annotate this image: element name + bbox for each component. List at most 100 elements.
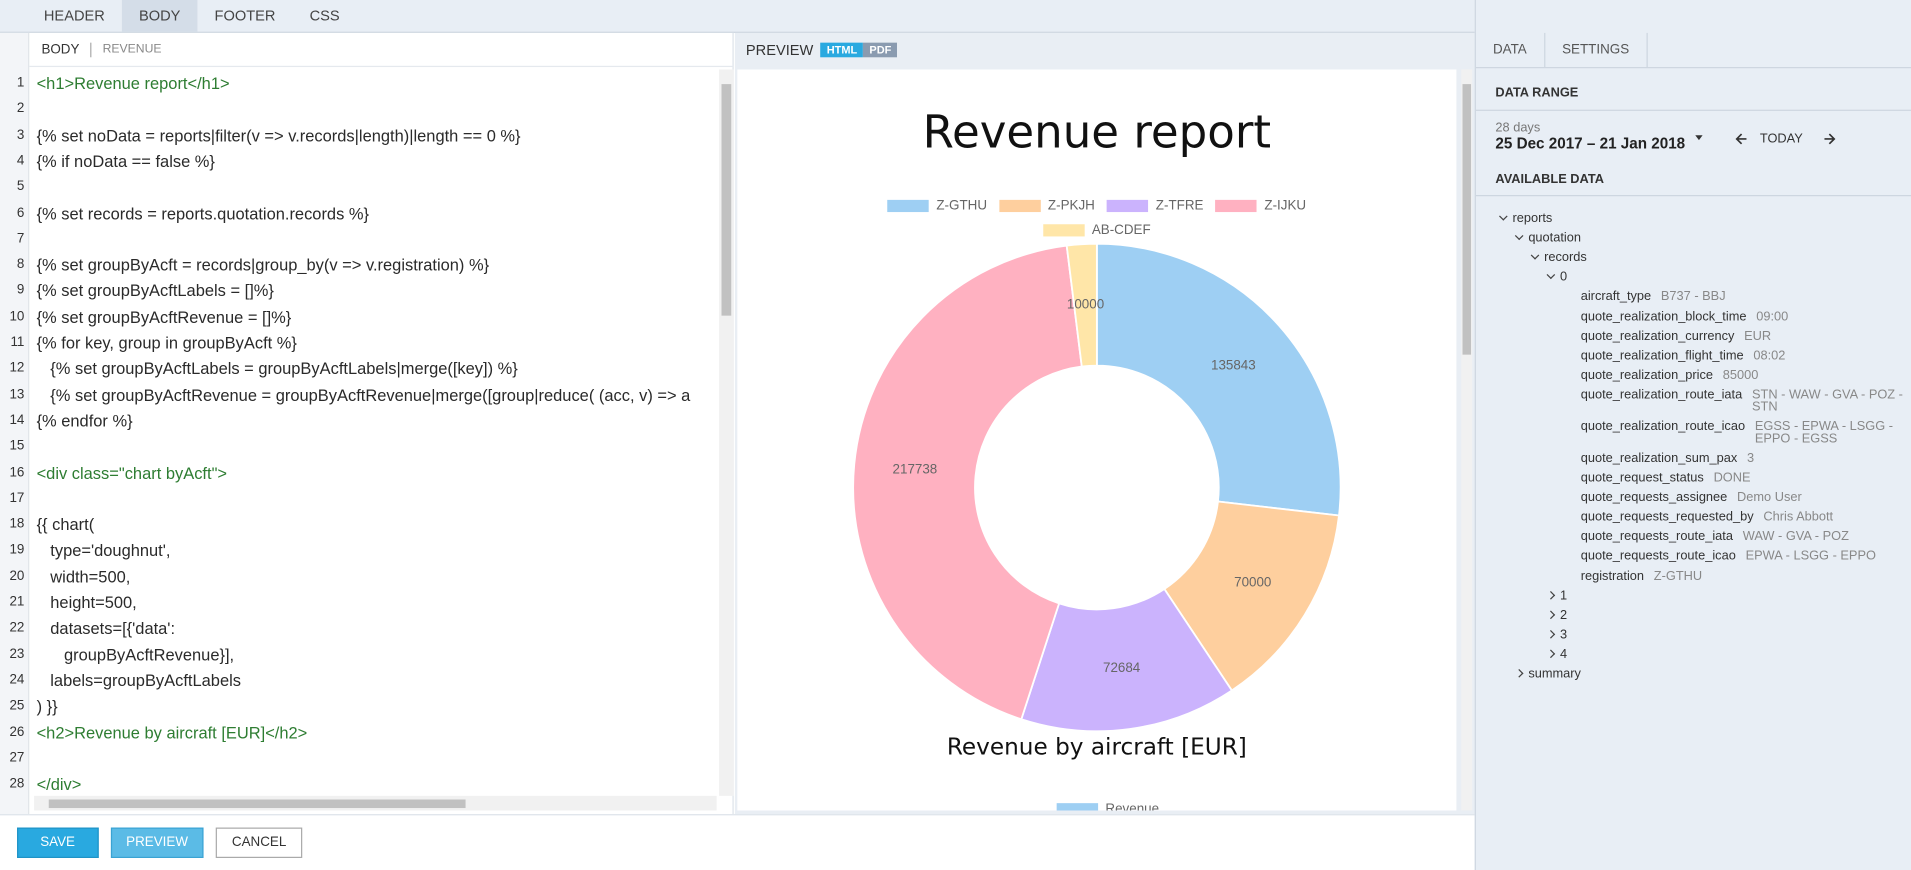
code-text: {% set noData = reports|filter(v => v.re…: [36, 126, 521, 145]
top-tab[interactable]: BODY: [121, 0, 198, 32]
code-text: <h2>Revenue by aircraft [EUR]</h2>: [36, 723, 308, 742]
panel-tab[interactable]: DATA: [1476, 32, 1546, 68]
field-key: quote_requests_requested_by: [1580, 509, 1754, 525]
tree-node[interactable]: 4: [1546, 645, 1567, 665]
tree-field[interactable]: quote_requests_assignee Demo User: [1581, 488, 1802, 508]
line-number: 15: [9, 438, 25, 454]
code-line: 15: [0, 434, 717, 460]
legend-swatch: [1056, 803, 1099, 811]
field-key: quote_requests_assignee: [1580, 490, 1728, 505]
code[interactable]: 1 <h1>Revenue report</h1> 2 3 {% set noData …: [0, 71, 717, 795]
tree-node[interactable]: 3: [1546, 625, 1567, 645]
tree-field[interactable]: quote_request_status DONE: [1581, 468, 1751, 488]
tree-field[interactable]: quote_realization_route_iata STN - WAW - …: [1580, 385, 1908, 413]
tree-field[interactable]: quote_realization_sum_pax 3: [1581, 448, 1754, 468]
node-label: 0: [1560, 269, 1568, 285]
scroll-thumb[interactable]: [48, 799, 466, 809]
legend-item[interactable]: Z-GTHU: [887, 194, 987, 218]
tree-node[interactable]: 0: [1546, 267, 1568, 287]
today-button[interactable]: TODAY: [1759, 131, 1803, 147]
chevron: [1546, 270, 1556, 280]
slice-label: 10000: [1067, 297, 1104, 312]
legend-label: Z-GTHU: [936, 198, 987, 214]
preview-button[interactable]: PREVIEW: [110, 827, 204, 858]
line-number: 11: [10, 335, 25, 350]
tree-field[interactable]: quote_realization_route_icao EGSS - EPWA …: [1581, 417, 1911, 445]
legend-item[interactable]: AB-CDEF: [1043, 218, 1151, 242]
line-number: 14: [9, 413, 25, 428]
chevron: [1514, 669, 1524, 678]
chevron: [1546, 590, 1556, 600]
tree-node[interactable]: summary: [1514, 664, 1581, 684]
code-line: 23 groupByAcftRevenue}],: [0, 642, 717, 668]
code-line: 24 labels=groupByAcftLabels: [0, 668, 717, 694]
tree-node[interactable]: 1: [1546, 586, 1567, 606]
top-tab[interactable]: CSS: [309, 7, 340, 25]
top-tab[interactable]: FOOTER: [214, 7, 276, 25]
field-value: Chris Abbott: [1763, 509, 1834, 525]
badge[interactable]: HTML: [820, 42, 864, 58]
line-number: 16: [9, 464, 25, 480]
code-text: {% set groupByAcft = records|group_by(v …: [36, 256, 490, 275]
editor-tab[interactable]: BODY: [41, 42, 92, 57]
tree-field[interactable]: quote_requests_route_iata WAW - GVA - POZ: [1581, 527, 1849, 547]
line-number: 2: [16, 101, 25, 117]
legend-swatch: [1107, 199, 1149, 213]
field-key: quote_request_status: [1580, 470, 1704, 486]
dropdown-icon[interactable]: [1695, 135, 1703, 141]
legend-item[interactable]: Z-PKJH: [999, 194, 1095, 218]
code-line: 12 {% set groupByAcftLabels = groupByAcf…: [0, 356, 717, 382]
legend-label: AB-CDEF: [1091, 223, 1151, 238]
line-number: 12: [9, 361, 25, 376]
code-line: 28 </div>: [0, 772, 717, 795]
button-bar: SAVE PREVIEW CANCEL: [0, 814, 1475, 870]
scrollbar[interactable]: [1461, 69, 1473, 811]
next-arrow[interactable]: [1824, 133, 1836, 145]
line-number: 26: [9, 724, 25, 740]
tree-field[interactable]: quote_requests_requested_by Chris Abbott: [1581, 507, 1833, 527]
code-text: width=500,: [36, 567, 131, 586]
scroll-thumb[interactable]: [721, 84, 732, 316]
slice: [1163, 500, 1341, 692]
tree-field[interactable]: quote_requests_route_icao EPWA - LSGG - E…: [1581, 546, 1876, 566]
panel-tab[interactable]: SETTINGS: [1545, 32, 1648, 68]
field-key: quote_realization_route_iata: [1580, 387, 1743, 403]
editor-tabs: BODY REVENUE: [29, 33, 734, 68]
gutter: [0, 32, 30, 815]
line-number: 28: [9, 776, 25, 792]
legend-item[interactable]: Z-IJKU: [1215, 194, 1306, 218]
prev-arrow[interactable]: [1735, 133, 1747, 145]
tree-field[interactable]: aircraft_type B737 - BBJ: [1581, 287, 1726, 307]
tree-field[interactable]: registration Z-GTHU: [1581, 566, 1702, 586]
line-number: 4: [16, 153, 25, 169]
field-value: EUR: [1744, 328, 1772, 344]
editor-tab[interactable]: REVENUE: [102, 42, 162, 57]
code-line: 20 width=500,: [0, 564, 717, 590]
code-line: 9 {% set groupByAcftLabels = []%}: [0, 278, 717, 304]
preview: PREVIEW HTML PDF Revenue report Z-GTHU Z-…: [734, 32, 1475, 815]
top-tab[interactable]: HEADER: [43, 7, 105, 25]
save-button[interactable]: SAVE: [17, 827, 99, 858]
tree-node[interactable]: reports: [1499, 208, 1552, 228]
code-text: {% set records = reports.quotation.recor…: [36, 204, 370, 223]
line-number: 3: [16, 127, 25, 143]
chevron: [1514, 231, 1524, 241]
cancel-button[interactable]: CANCEL: [216, 827, 303, 858]
code-text: {% set groupByAcftLabels = groupByAcftLa…: [36, 359, 518, 379]
tree-node[interactable]: quotation: [1514, 228, 1581, 248]
slice-label: 135843: [1211, 357, 1256, 372]
preview-head: PREVIEW HTML PDF: [746, 41, 898, 59]
legend-item[interactable]: Z-TFRE: [1107, 194, 1203, 218]
badge[interactable]: PDF: [863, 42, 898, 58]
tree-field[interactable]: quote_realization_block_time 09:00: [1581, 307, 1789, 327]
field-key: quote_realization_block_time: [1580, 308, 1747, 324]
tree-field[interactable]: quote_realization_flight_time 08:02: [1581, 346, 1786, 366]
scroll-thumb[interactable]: [1462, 84, 1472, 355]
tree-field[interactable]: quote_realization_price 85000: [1581, 365, 1759, 385]
tree-node[interactable]: records: [1530, 248, 1587, 268]
tree-field[interactable]: quote_realization_currency EUR: [1581, 326, 1771, 346]
field-key: quote_realization_price: [1580, 367, 1714, 383]
range[interactable]: 25 Dec 2017 – 21 Jan 2018: [1495, 135, 1686, 153]
chevron: [1546, 610, 1556, 619]
tree-node[interactable]: 2: [1546, 605, 1567, 625]
